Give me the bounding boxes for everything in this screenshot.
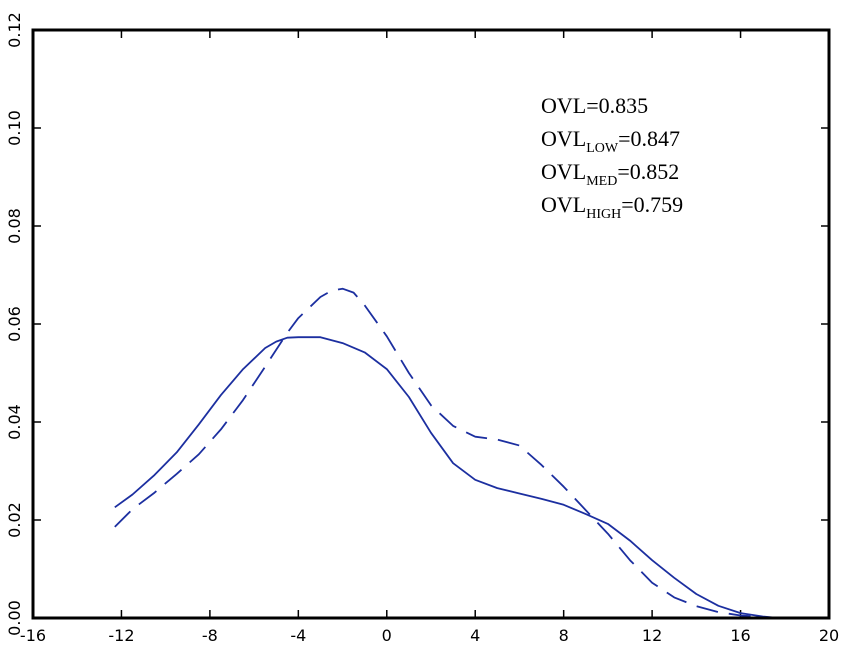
- y-tick-label: 0.00: [5, 600, 24, 636]
- ovl-value: =0.852: [617, 159, 679, 184]
- y-tick-label: 0.04: [5, 404, 24, 440]
- plot-frame: [31, 28, 831, 620]
- x-tick-label: 0: [382, 626, 392, 645]
- x-tick-label: 4: [470, 626, 480, 645]
- x-tick-label: 16: [730, 626, 750, 645]
- ovl-subscript: HIGH: [586, 207, 621, 222]
- x-tick-label: -16: [20, 626, 46, 645]
- dashed-density-line: [114, 287, 763, 618]
- y-tick-label: 0.02: [5, 502, 24, 538]
- ovl-value: =0.847: [618, 126, 680, 151]
- ovl-annotation: OVLLOW=0.847: [541, 126, 680, 156]
- x-tick-label: -4: [290, 626, 306, 645]
- x-tick-label: 8: [559, 626, 569, 645]
- ovl-annotation: OVLHIGH=0.759: [541, 192, 683, 222]
- y-tick-label: 0.08: [5, 208, 24, 244]
- ovl-label: OVL: [541, 126, 586, 151]
- y-axis: 0.00 0.02 0.04 0.06 0.08 0.10 0.12: [5, 12, 829, 636]
- solid-density-line: [114, 336, 774, 619]
- ovl-annotations: OVL=0.835OVLLOW=0.847OVLMED=0.852OVLHIGH…: [541, 93, 683, 222]
- x-tick-label: -8: [202, 626, 218, 645]
- ovl-value: =0.759: [621, 192, 683, 217]
- y-tick-label: 0.06: [5, 306, 24, 342]
- plot-background: [33, 30, 829, 618]
- x-tick-label: 12: [642, 626, 662, 645]
- ovl-subscript: MED: [586, 174, 617, 189]
- ovl-label: OVL: [541, 159, 586, 184]
- series-lines: [114, 287, 774, 619]
- y-tick-label: 0.10: [5, 110, 24, 146]
- x-tick-label: 20: [819, 626, 839, 645]
- ovl-annotation: OVL=0.835: [541, 93, 648, 118]
- ovl-label: OVL: [541, 93, 586, 118]
- x-tick-label: -12: [108, 626, 134, 645]
- ovl-subscript: LOW: [586, 141, 619, 156]
- ovl-value: =0.835: [586, 93, 648, 118]
- y-tick-label: 0.12: [5, 12, 24, 48]
- ovl-label: OVL: [541, 192, 586, 217]
- ovl-annotation: OVLMED=0.852: [541, 159, 679, 189]
